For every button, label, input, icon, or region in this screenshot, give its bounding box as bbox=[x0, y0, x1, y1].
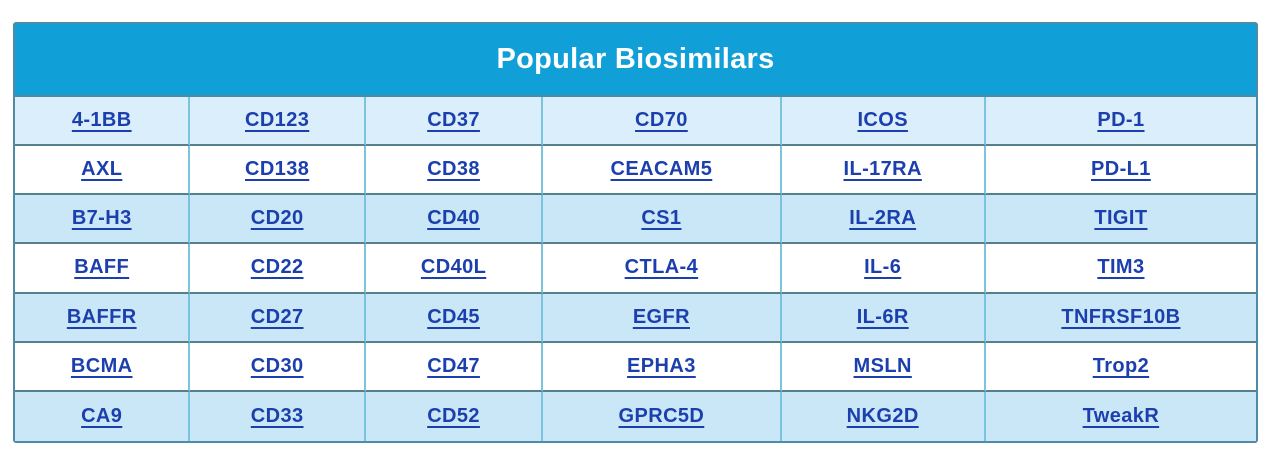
table-row: BAFF CD22 CD40L CTLA-4 IL-6 TIM3 bbox=[15, 244, 1256, 294]
table-cell: CA9 bbox=[15, 391, 191, 441]
table-cell: TIGIT bbox=[985, 195, 1256, 245]
table-row: CA9 CD33 CD52 GPRC5D NKG2D TweakR bbox=[15, 391, 1256, 441]
biosimilar-link[interactable]: TIGIT bbox=[1094, 207, 1148, 230]
biosimilar-link[interactable]: ICOS bbox=[857, 109, 908, 132]
table-cell: CD37 bbox=[365, 97, 544, 147]
biosimilar-link[interactable]: CD52 bbox=[427, 404, 480, 427]
table-cell: CD70 bbox=[543, 97, 782, 147]
table-cell: EGFR bbox=[543, 293, 782, 343]
biosimilars-table: Popular Biosimilars 4-1BB CD123 CD37 CD7… bbox=[13, 22, 1258, 443]
table-row: B7-H3 CD20 CD40 CS1 IL-2RA TIGIT bbox=[15, 195, 1256, 245]
table-cell: PD-L1 bbox=[985, 146, 1256, 196]
table-row: AXL CD138 CD38 CEACAM5 IL-17RA PD-L1 bbox=[15, 146, 1256, 196]
biosimilar-link[interactable]: CD22 bbox=[250, 256, 304, 279]
biosimilar-link[interactable]: IL-6 bbox=[864, 256, 902, 279]
table-row: BAFFR CD27 CD45 EGFR IL-6R TNFRSF10B bbox=[15, 293, 1256, 343]
biosimilar-link[interactable]: B7-H3 bbox=[71, 207, 132, 230]
biosimilar-link[interactable]: TweakR bbox=[1082, 404, 1160, 427]
biosimilar-link[interactable]: BAFF bbox=[74, 256, 130, 279]
table-cell: CD27 bbox=[190, 293, 366, 343]
table-title: Popular Biosimilars bbox=[496, 43, 775, 75]
table-cell: CTLA-4 bbox=[543, 244, 782, 294]
table-cell: CD52 bbox=[366, 391, 544, 441]
table-cell: IL-17RA bbox=[781, 146, 986, 196]
table-cell: CD38 bbox=[365, 146, 544, 196]
table-cell: MSLN bbox=[781, 342, 986, 392]
biosimilar-link[interactable]: IL-17RA bbox=[843, 158, 922, 181]
table-body: 4-1BB CD123 CD37 CD70 ICOS PD-1 AXL CD13… bbox=[15, 97, 1256, 441]
table-cell: BCMA bbox=[15, 342, 191, 392]
biosimilar-link[interactable]: CD40 bbox=[427, 207, 480, 230]
biosimilar-link[interactable]: EGFR bbox=[632, 305, 690, 328]
table-cell: TNFRSF10B bbox=[985, 294, 1256, 343]
biosimilar-link[interactable]: CEACAM5 bbox=[610, 158, 713, 181]
table-cell: 4-1BB bbox=[15, 97, 191, 147]
biosimilar-link[interactable]: CD38 bbox=[427, 158, 480, 181]
table-cell: IL-2RA bbox=[781, 195, 986, 245]
table-cell: TIM3 bbox=[985, 244, 1256, 294]
table-cell: CD22 bbox=[190, 244, 366, 294]
table-cell: IL-6 bbox=[781, 244, 986, 294]
table-cell: EPHA3 bbox=[543, 342, 782, 392]
table-row: BCMA CD30 CD47 EPHA3 MSLN Trop2 bbox=[15, 342, 1256, 392]
table-cell: ICOS bbox=[781, 97, 986, 147]
table-cell: Trop2 bbox=[985, 343, 1256, 392]
biosimilar-link[interactable]: MSLN bbox=[853, 354, 912, 377]
table-cell: IL-6R bbox=[781, 293, 986, 343]
table-cell: CD33 bbox=[190, 391, 366, 441]
biosimilar-link[interactable]: TIM3 bbox=[1097, 256, 1145, 279]
biosimilar-link[interactable]: EPHA3 bbox=[627, 354, 696, 377]
table-cell: CD123 bbox=[190, 97, 366, 147]
biosimilar-link[interactable]: BCMA bbox=[70, 354, 133, 377]
biosimilar-link[interactable]: CD40L bbox=[420, 256, 487, 279]
biosimilar-link[interactable]: CD30 bbox=[250, 354, 304, 377]
biosimilar-link[interactable]: PD-1 bbox=[1097, 109, 1145, 132]
table-cell: CD45 bbox=[365, 293, 544, 343]
biosimilar-link[interactable]: 4-1BB bbox=[71, 109, 132, 132]
table-cell: B7-H3 bbox=[15, 195, 191, 245]
biosimilar-link[interactable]: BAFFR bbox=[66, 305, 137, 328]
biosimilar-link[interactable]: CD47 bbox=[427, 354, 480, 377]
biosimilar-link[interactable]: CA9 bbox=[81, 404, 123, 427]
table-cell: CD40L bbox=[365, 244, 544, 294]
biosimilar-link[interactable]: Trop2 bbox=[1092, 354, 1150, 377]
biosimilar-link[interactable]: CD70 bbox=[635, 109, 688, 132]
table-cell: CD30 bbox=[190, 342, 366, 392]
table-cell: GPRC5D bbox=[543, 391, 782, 441]
table-cell: BAFF bbox=[15, 244, 191, 294]
biosimilar-link[interactable]: PD-L1 bbox=[1091, 158, 1151, 181]
biosimilar-link[interactable]: GPRC5D bbox=[618, 404, 705, 427]
biosimilar-link[interactable]: CD27 bbox=[250, 305, 304, 328]
table-cell: TweakR bbox=[986, 392, 1256, 441]
biosimilar-link[interactable]: NKG2D bbox=[846, 404, 919, 427]
table-cell: CS1 bbox=[543, 195, 782, 245]
table-cell: CD138 bbox=[190, 146, 366, 196]
biosimilar-link[interactable]: AXL bbox=[81, 158, 123, 181]
biosimilar-link[interactable]: CD138 bbox=[245, 158, 310, 181]
biosimilar-link[interactable]: CD20 bbox=[250, 207, 304, 230]
biosimilar-link[interactable]: IL-2RA bbox=[849, 207, 917, 230]
table-cell: CD40 bbox=[365, 195, 544, 245]
biosimilar-link[interactable]: TNFRSF10B bbox=[1061, 305, 1181, 328]
biosimilar-link[interactable]: CS1 bbox=[641, 207, 682, 230]
table-cell: PD-1 bbox=[985, 97, 1256, 147]
biosimilar-link[interactable]: CD45 bbox=[427, 305, 480, 328]
table-cell: CEACAM5 bbox=[543, 146, 782, 196]
table-row: 4-1BB CD123 CD37 CD70 ICOS PD-1 bbox=[15, 97, 1256, 147]
table-cell: CD47 bbox=[365, 342, 544, 392]
biosimilar-link[interactable]: IL-6R bbox=[856, 305, 909, 328]
table-header: Popular Biosimilars bbox=[15, 24, 1256, 97]
biosimilar-link[interactable]: CTLA-4 bbox=[624, 256, 699, 279]
biosimilar-link[interactable]: CD33 bbox=[250, 404, 304, 427]
table-cell: NKG2D bbox=[782, 391, 986, 441]
table-cell: BAFFR bbox=[15, 293, 191, 343]
table-cell: CD20 bbox=[190, 195, 366, 245]
table-cell: AXL bbox=[15, 146, 191, 196]
biosimilar-link[interactable]: CD123 bbox=[245, 109, 310, 132]
biosimilar-link[interactable]: CD37 bbox=[427, 109, 480, 132]
